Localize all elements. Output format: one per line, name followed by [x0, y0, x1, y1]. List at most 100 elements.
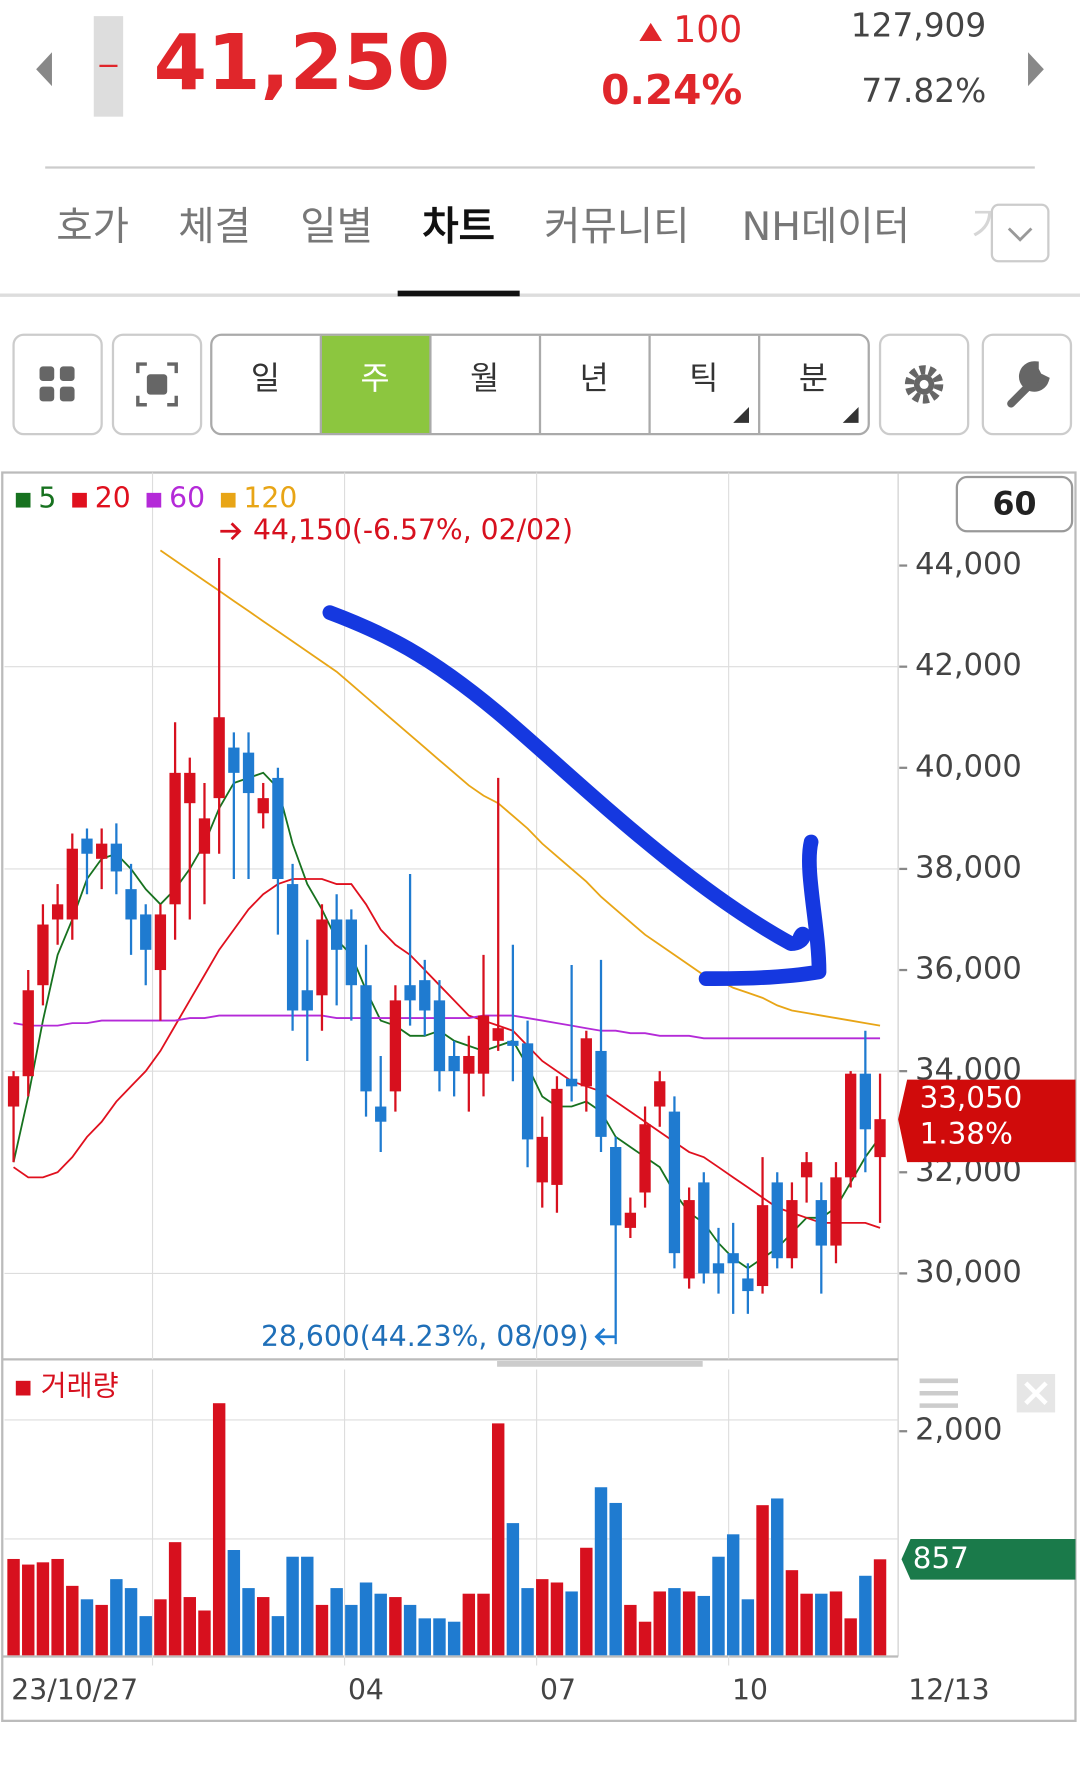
- volume-bar: [315, 1604, 329, 1656]
- volume-bar: [594, 1487, 608, 1656]
- y-tick-label: 44,000: [915, 547, 1022, 582]
- volume-bar: [418, 1618, 431, 1656]
- period-button[interactable]: 일: [251, 361, 280, 397]
- volume-bar: [403, 1604, 417, 1656]
- legend-label: 120: [243, 482, 297, 515]
- tab-dropdown[interactable]: [990, 203, 1050, 263]
- close-x: [1024, 1381, 1048, 1406]
- volume-tick-label: 2,000: [915, 1413, 1002, 1448]
- volume-bar: [726, 1534, 740, 1656]
- candle-body: [477, 1015, 490, 1074]
- tab[interactable]: 커뮤니티: [544, 204, 689, 250]
- volume-bar: [168, 1542, 182, 1656]
- candle-body: [756, 1205, 769, 1287]
- volume-bar: [815, 1593, 828, 1656]
- volume-bar: [682, 1591, 696, 1656]
- legend-swatch: [15, 492, 31, 508]
- period-button[interactable]: 년: [580, 361, 609, 397]
- tab-bar: 호가체결일별차트커뮤니티NH데이터거: [56, 204, 1008, 250]
- period-button[interactable]: 주: [361, 361, 390, 397]
- prev-arrow[interactable]: [36, 52, 52, 87]
- volume-bar: [257, 1597, 270, 1656]
- candle-body: [639, 1124, 651, 1193]
- candle-body: [228, 747, 240, 773]
- volume-bar: [712, 1556, 725, 1656]
- legend-swatch: [72, 492, 87, 508]
- candle-body: [7, 1076, 20, 1107]
- volume-bar: [433, 1618, 446, 1656]
- candle-body: [551, 1088, 563, 1185]
- volume-bar: [506, 1523, 520, 1656]
- volume-bar: [536, 1579, 549, 1656]
- legend-label: 20: [95, 482, 131, 515]
- volume-bar: [271, 1616, 285, 1656]
- candle-body: [51, 904, 64, 920]
- candle-body: [404, 985, 416, 1001]
- candle-body: [683, 1200, 695, 1279]
- volume-bar: [550, 1582, 564, 1656]
- volume-bar: [873, 1559, 887, 1656]
- volume-bar: [624, 1604, 637, 1656]
- volume-bar: [22, 1564, 35, 1656]
- tab[interactable]: 호가: [56, 204, 129, 250]
- candle-body: [286, 884, 299, 1011]
- candle-body: [433, 1000, 446, 1072]
- price-change: 100: [673, 8, 742, 51]
- tab[interactable]: NH데이터: [742, 204, 910, 250]
- period-count-box[interactable]: [955, 475, 1074, 533]
- volume-bar: [154, 1599, 167, 1656]
- layout-button[interactable]: [12, 333, 103, 436]
- candle-body: [654, 1081, 666, 1107]
- volume-menu-icon[interactable]: [919, 1378, 958, 1408]
- candle-body: [536, 1136, 548, 1183]
- next-arrow[interactable]: [1028, 52, 1044, 87]
- gear-icon: [904, 365, 944, 404]
- tab[interactable]: 차트: [422, 204, 495, 250]
- candle-body: [184, 772, 196, 804]
- volume-bar: [212, 1403, 226, 1656]
- candle-body: [37, 924, 49, 986]
- volume-bar: [668, 1588, 681, 1656]
- last-change: 1.38%: [920, 1117, 1013, 1151]
- candle-body: [800, 1162, 813, 1178]
- y-tick-label: 36,000: [915, 952, 1022, 987]
- hand-drawn-arrow: [322, 605, 827, 986]
- volume-bar: [800, 1593, 813, 1656]
- volume-bar: [359, 1582, 373, 1656]
- y-tick-label: 40,000: [915, 749, 1022, 784]
- moving-average: [13, 878, 881, 1229]
- y-tick-label: 38,000: [915, 850, 1022, 885]
- volume-bar: [756, 1505, 769, 1656]
- period-button[interactable]: 월: [470, 361, 499, 397]
- period-button[interactable]: 틱: [689, 361, 718, 397]
- high-annotation: 44,150(-6.57%, 02/02): [253, 513, 573, 546]
- trade-volume: 127,909: [851, 6, 986, 44]
- candle-body: [815, 1200, 827, 1246]
- candle-body: [845, 1073, 857, 1178]
- volume-bar: [565, 1591, 578, 1656]
- candle-body: [125, 889, 137, 920]
- candle-body: [771, 1182, 783, 1259]
- x-tick-label: 12/13: [908, 1673, 989, 1706]
- candle-body: [66, 848, 78, 920]
- volume-bar: [653, 1591, 666, 1656]
- legend-swatch: [220, 492, 236, 508]
- x-tick-label: 07: [540, 1673, 576, 1706]
- volume-bar: [447, 1621, 461, 1656]
- tab[interactable]: 일별: [300, 204, 373, 250]
- volume-bar: [491, 1423, 505, 1656]
- candle-body: [580, 1038, 592, 1087]
- volume-tag: [901, 1538, 1076, 1580]
- volume-bar: [242, 1588, 255, 1656]
- volume-bar: [580, 1547, 593, 1656]
- candle-body: [786, 1200, 798, 1259]
- period-button[interactable]: 분: [799, 361, 828, 397]
- y-tick-label: 30,000: [915, 1255, 1022, 1290]
- volume-bar: [7, 1558, 20, 1656]
- volume-bar: [741, 1599, 755, 1656]
- volume-bar: [80, 1599, 94, 1656]
- period-count: 60: [992, 486, 1036, 522]
- x-tick-label: 04: [348, 1673, 384, 1706]
- tab[interactable]: 체결: [178, 204, 251, 250]
